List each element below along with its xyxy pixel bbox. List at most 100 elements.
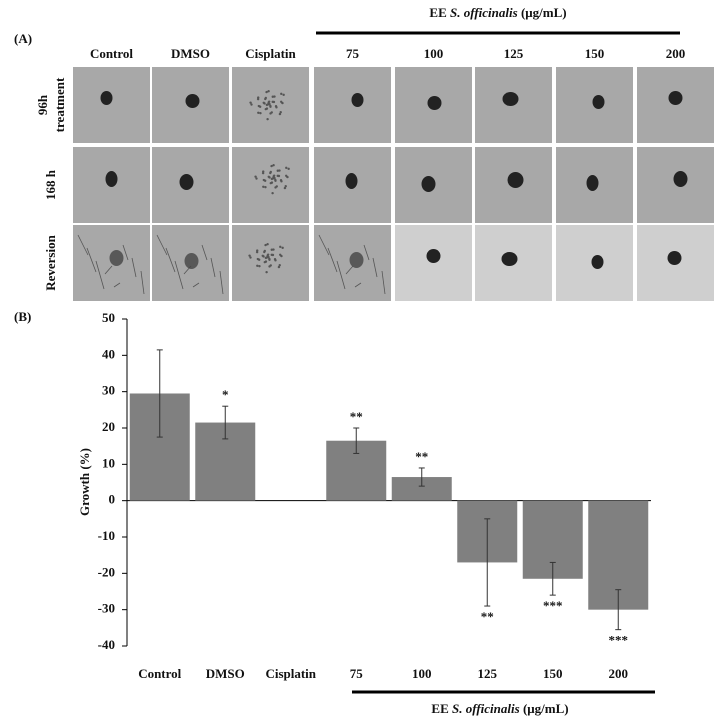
spheroid	[591, 255, 604, 269]
y-tick-label: -30	[98, 601, 115, 616]
y-axis-label: Growth (%)	[77, 448, 92, 516]
significance-label: ***	[609, 633, 629, 648]
cell-speck	[263, 260, 266, 264]
cell-speck	[270, 177, 274, 181]
cell-speck	[268, 258, 271, 261]
column-label: 125	[504, 46, 524, 61]
cell-speck	[264, 96, 268, 100]
cell-speck	[266, 117, 269, 121]
spheroid	[349, 252, 364, 268]
cell-speck	[263, 249, 267, 253]
cell-speck	[257, 111, 260, 114]
spheroid	[667, 251, 682, 265]
row-label-line: 96h	[35, 94, 50, 115]
column-label: 200	[666, 46, 686, 61]
cell-speck	[278, 169, 281, 172]
cell-speck	[281, 246, 284, 250]
error-bar	[222, 405, 229, 440]
cell-network	[336, 260, 346, 290]
spheroid	[105, 171, 118, 187]
cell-network	[363, 244, 370, 261]
group-species: S. officinalis	[450, 5, 518, 20]
group-label: EE S. officinalis (μg/mL)	[429, 5, 566, 20]
cell-speck	[256, 264, 259, 267]
error-bar	[353, 427, 360, 454]
spheroid	[501, 252, 518, 266]
cell-speck	[267, 90, 270, 93]
row-label: Reversion	[43, 234, 58, 290]
y-tick-label: 50	[102, 310, 115, 325]
cell-speck	[269, 181, 272, 185]
cell-speck	[261, 254, 264, 257]
spheroid	[592, 95, 605, 109]
bar	[391, 477, 452, 501]
cell-speck	[274, 186, 277, 189]
cell-speck	[269, 105, 272, 108]
row-label-line: 168 h	[43, 169, 58, 200]
cell-network	[345, 265, 354, 275]
cell-speck	[281, 101, 284, 105]
cell-speck	[274, 259, 277, 262]
cell-network	[165, 247, 176, 273]
cell-network	[77, 234, 89, 256]
panel-label: (B)	[14, 309, 31, 324]
row-label: 168 h	[43, 169, 58, 200]
cell-speck	[271, 253, 275, 257]
cell-speck	[270, 164, 273, 168]
cell-speck	[277, 174, 281, 178]
cell-speck	[262, 185, 265, 188]
cell-network	[122, 244, 129, 261]
group-unit: (μg/mL)	[521, 5, 567, 20]
cell-speck	[258, 264, 261, 268]
cell-network	[140, 270, 145, 295]
group-species: S. officinalis	[452, 701, 520, 716]
cell-network	[354, 282, 362, 288]
cell-speck	[279, 111, 282, 114]
cell-speck	[271, 191, 274, 195]
spheroid	[100, 91, 113, 105]
significance-label: **	[415, 449, 428, 464]
cell-speck	[256, 249, 259, 252]
y-tick-label: 10	[102, 455, 115, 470]
cell-speck	[257, 104, 261, 108]
cell-speck	[264, 185, 267, 189]
panel-label: (A)	[14, 31, 32, 46]
cell-speck	[265, 90, 268, 94]
cell-network	[192, 282, 200, 288]
column-label: 150	[585, 46, 605, 61]
column-label: 100	[424, 46, 444, 61]
cell-speck	[249, 101, 252, 104]
cell-speck	[248, 254, 251, 257]
cell-speck	[262, 170, 265, 173]
x-tick-label: Control	[138, 666, 181, 681]
cell-speck	[272, 248, 275, 251]
micrograph	[314, 67, 391, 143]
cell-speck	[269, 170, 273, 174]
cell-speck	[257, 96, 260, 99]
x-tick-label: 150	[543, 666, 563, 681]
column-label: 75	[346, 46, 360, 61]
cell-speck	[280, 254, 283, 258]
significance-label: ***	[543, 598, 563, 613]
group-label: EE S. officinalis (μg/mL)	[431, 701, 568, 716]
spheroid	[426, 249, 441, 263]
cell-network	[104, 265, 113, 275]
micrograph	[637, 147, 714, 223]
cell-speck	[265, 103, 269, 107]
cell-speck	[275, 106, 278, 109]
cell-speck	[283, 186, 287, 190]
significance-label: **	[481, 609, 494, 624]
cell-speck	[250, 103, 253, 106]
column-label: DMSO	[171, 46, 210, 61]
significance-label: *	[222, 387, 229, 402]
cell-speck	[278, 264, 281, 267]
cell-speck	[285, 166, 288, 170]
cell-speck	[268, 102, 271, 106]
cell-speck	[268, 265, 271, 268]
cell-speck	[280, 92, 283, 96]
y-tick-label: 30	[102, 383, 115, 398]
micrograph	[73, 67, 150, 143]
cell-speck	[277, 265, 281, 269]
cell-speck	[284, 185, 287, 188]
cell-speck	[272, 164, 275, 167]
